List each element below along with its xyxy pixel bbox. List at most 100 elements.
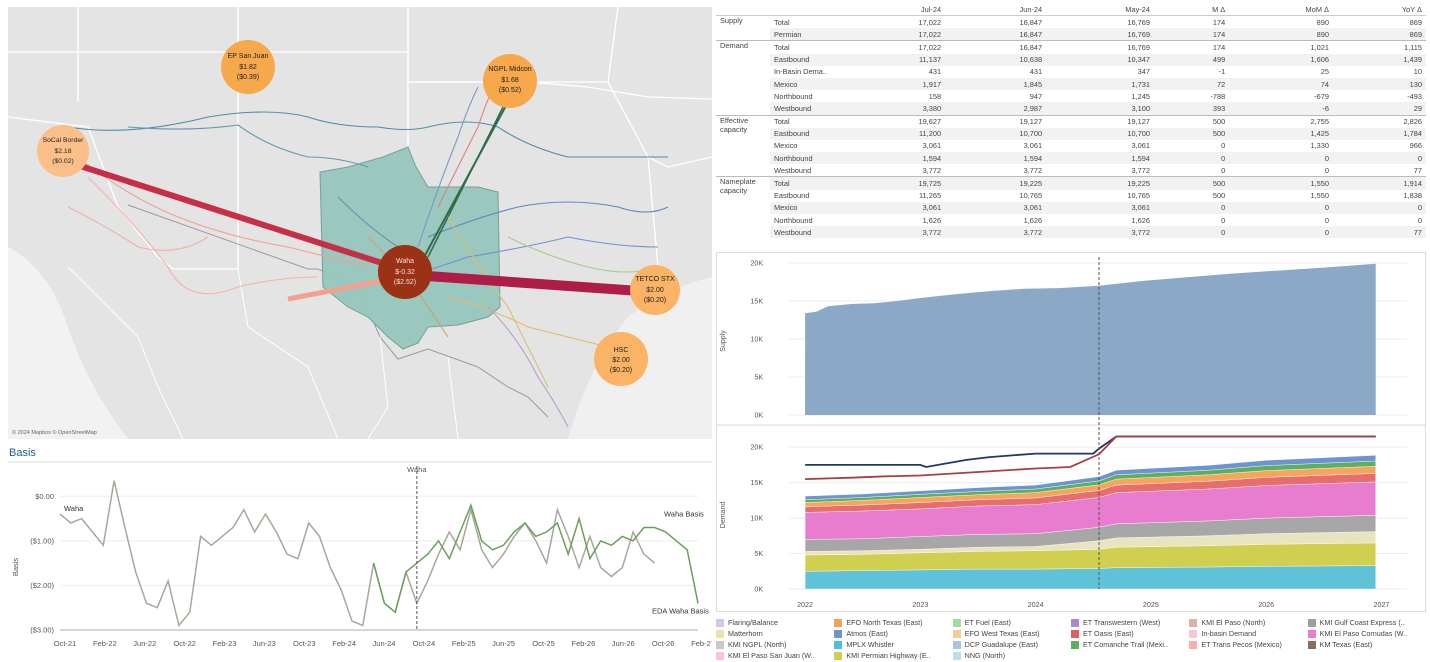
legend-item[interactable]: NNG (North) bbox=[952, 651, 1071, 660]
supply-y-tick-label: 15K bbox=[751, 299, 764, 306]
hub-price: $2.00 bbox=[646, 287, 664, 294]
legend-swatch bbox=[952, 629, 961, 638]
legend-label: In-basin Demand bbox=[1201, 629, 1257, 638]
legend-swatch bbox=[834, 618, 843, 627]
basis-y-tick-label: ($1.00) bbox=[30, 536, 54, 545]
column-header[interactable]: Jun-24 bbox=[945, 3, 1047, 16]
legend-item[interactable]: KM Texas (East) bbox=[1307, 640, 1426, 649]
table-cell: 3,061 bbox=[922, 141, 942, 151]
legend-item[interactable]: ET Comanche Trail (Mexi.. bbox=[1071, 640, 1189, 649]
table-row: Supply Total 17,022 16,847 16,769 174 890 869 bbox=[716, 15, 1426, 41]
hub-name: Waha bbox=[396, 258, 414, 265]
year-tick-label: 2023 bbox=[912, 600, 928, 609]
legend-item[interactable]: KMI El Paso Cornudas (W.. bbox=[1307, 629, 1426, 638]
column-header[interactable]: Jul-24 bbox=[844, 3, 946, 16]
legend-item[interactable]: KMI El Paso San Juan (W.. bbox=[716, 651, 834, 660]
pipeline-map[interactable]: EP San Juan $1.82 ($0.39) NGPL Midcon $1… bbox=[8, 7, 712, 439]
legend-item[interactable]: Matterhorn bbox=[716, 629, 834, 638]
hub-hsc[interactable]: HSC $2.00 ($0.20) bbox=[594, 332, 648, 386]
legend-label: ET Trans Pecos (Mexico) bbox=[1201, 640, 1282, 649]
legend-item[interactable]: DCP Guadalupe (East) bbox=[952, 640, 1071, 649]
hub-name: SoCal Border bbox=[43, 137, 85, 144]
legend-item[interactable]: KMI Permian Highway (E.. bbox=[834, 651, 952, 660]
table-cell: 1,845 bbox=[945, 77, 1047, 91]
table-cell: 3,772 bbox=[844, 226, 946, 239]
table-cell: 3,061 bbox=[945, 201, 1047, 214]
nameplate-capacity-line[interactable] bbox=[805, 435, 1376, 468]
effective-capacity-line[interactable] bbox=[805, 435, 1376, 480]
table-cell: 77 bbox=[1413, 165, 1422, 175]
legend-item[interactable]: KMI El Paso (North) bbox=[1189, 618, 1307, 627]
legend-item[interactable]: Atmos (East) bbox=[834, 629, 952, 638]
legend-label: EFO West Texas (East) bbox=[964, 629, 1040, 638]
table-cell: 1,594 bbox=[945, 152, 1047, 165]
legend-item[interactable]: ET Oasis (East) bbox=[1071, 629, 1189, 638]
legend-label: KM Texas (East) bbox=[1319, 640, 1373, 649]
row-label: Northbound bbox=[770, 152, 844, 165]
supply-area-series bbox=[805, 263, 1376, 415]
demand-y-tick-label: 0K bbox=[754, 587, 763, 594]
supply-area[interactable] bbox=[805, 263, 1376, 415]
column-header[interactable]: May-24 bbox=[1046, 3, 1154, 16]
legend-label: NNG (North) bbox=[964, 651, 1005, 660]
legend-item[interactable]: KMI Gulf Coast Express (.. bbox=[1307, 618, 1426, 627]
basis-x-tick-label: Feb-23 bbox=[213, 639, 237, 648]
demand-stack-layer[interactable] bbox=[804, 455, 1376, 500]
flow-waha-ngpl bbox=[422, 101, 509, 260]
basis-line-waha-basis[interactable] bbox=[59, 480, 656, 628]
legend-label: KMI El Paso (North) bbox=[1201, 618, 1266, 627]
legend-item[interactable]: ET Trans Pecos (Mexico) bbox=[1189, 640, 1307, 649]
table-cell: 77 bbox=[1332, 226, 1426, 239]
legend-item[interactable]: ET Transwestern (West) bbox=[1071, 618, 1189, 627]
column-header[interactable]: M Δ bbox=[1153, 3, 1230, 16]
row-label: Eastbound bbox=[774, 191, 810, 201]
table-cell: 25 bbox=[1320, 67, 1329, 77]
legend-swatch bbox=[1071, 618, 1079, 627]
year-tick-label: 2026 bbox=[1258, 600, 1274, 609]
basis-line-eda-waha-basis[interactable] bbox=[372, 502, 699, 614]
table-row: Mexico 3,061 3,061 3,061 0 1,330 966 bbox=[716, 140, 1426, 152]
table-cell: 393 bbox=[1153, 102, 1230, 115]
column-header[interactable]: MoM Δ bbox=[1229, 3, 1333, 16]
table-cell: 890 bbox=[1229, 28, 1333, 41]
legend-item[interactable]: EFO North Texas (East) bbox=[834, 618, 952, 627]
table-cell: 1,606 bbox=[1229, 53, 1333, 66]
table-cell: 11,200 bbox=[844, 127, 946, 140]
table-cell: -1 bbox=[1218, 67, 1226, 77]
legend-item[interactable]: EFO West Texas (East) bbox=[952, 629, 1071, 638]
hub-tetco-stx[interactable]: TETCO STX $2.00 ($0.20) bbox=[630, 265, 680, 315]
legend-item[interactable]: MPLX Whistler bbox=[834, 640, 952, 649]
legend-item[interactable]: KMI NGPL (North) bbox=[716, 640, 834, 649]
table-cell: 2,755 bbox=[1229, 114, 1333, 128]
flow-socal-waha bbox=[45, 152, 414, 276]
table-cell: 130 bbox=[1332, 77, 1426, 91]
capacity-lines bbox=[805, 435, 1376, 480]
legend-swatch bbox=[834, 629, 843, 638]
table-cell: 158 bbox=[928, 91, 942, 101]
table-cell: 0 bbox=[1153, 201, 1230, 214]
legend-item[interactable]: In-basin Demand bbox=[1189, 629, 1307, 638]
table-row: Demand Total 17,022 16,847 16,769 174 1,021 1,1… bbox=[716, 40, 1426, 115]
table-cell: 1,021 bbox=[1229, 40, 1333, 54]
basis-chart: Basis Basis $0.00 ($1.00) ($2.00) ($3.00) O… bbox=[8, 442, 712, 660]
hub-socal-border[interactable]: SoCal Border $2.18 ($0.02) bbox=[37, 125, 89, 177]
column-header[interactable]: YoY Δ bbox=[1332, 3, 1426, 16]
demand-y-tick-label: 15K bbox=[751, 480, 764, 487]
table-row: Mexico 3,061 3,061 3,061 0 0 0 bbox=[716, 201, 1426, 214]
hub-waha[interactable]: Waha $-0.32 ($2.52) bbox=[378, 245, 432, 299]
basis-gridlines bbox=[60, 495, 698, 631]
legend-item[interactable]: Flaring/Balance bbox=[716, 618, 834, 627]
hub-ngpl-midcon[interactable]: NGPL Midcon $1.68 ($0.52) bbox=[483, 54, 537, 108]
hub-ep-san-juan[interactable]: EP San Juan $1.82 ($0.39) bbox=[221, 40, 275, 94]
table-row: Northbound 1,626 1,626 1,626 0 0 0 bbox=[716, 214, 1426, 226]
legend-item[interactable]: ET Fuel (East) bbox=[952, 618, 1071, 627]
table-cell: 3,061 bbox=[844, 201, 946, 214]
table-cell: -679 bbox=[1314, 91, 1329, 101]
table-cell: 1,784 bbox=[1332, 127, 1426, 140]
basis-x-ticks: Oct-21 Feb-22 Jun-22 Oct-22 Feb-23 Jun-23 Oct-… bbox=[54, 639, 712, 648]
basis-x-tick-label: Feb-24 bbox=[332, 639, 356, 648]
table-cell: 500 bbox=[1153, 176, 1230, 190]
year-tick-label: 2025 bbox=[1143, 600, 1159, 609]
hub-name: NGPL Midcon bbox=[488, 66, 531, 73]
table-cell: 3,380 bbox=[844, 102, 946, 115]
